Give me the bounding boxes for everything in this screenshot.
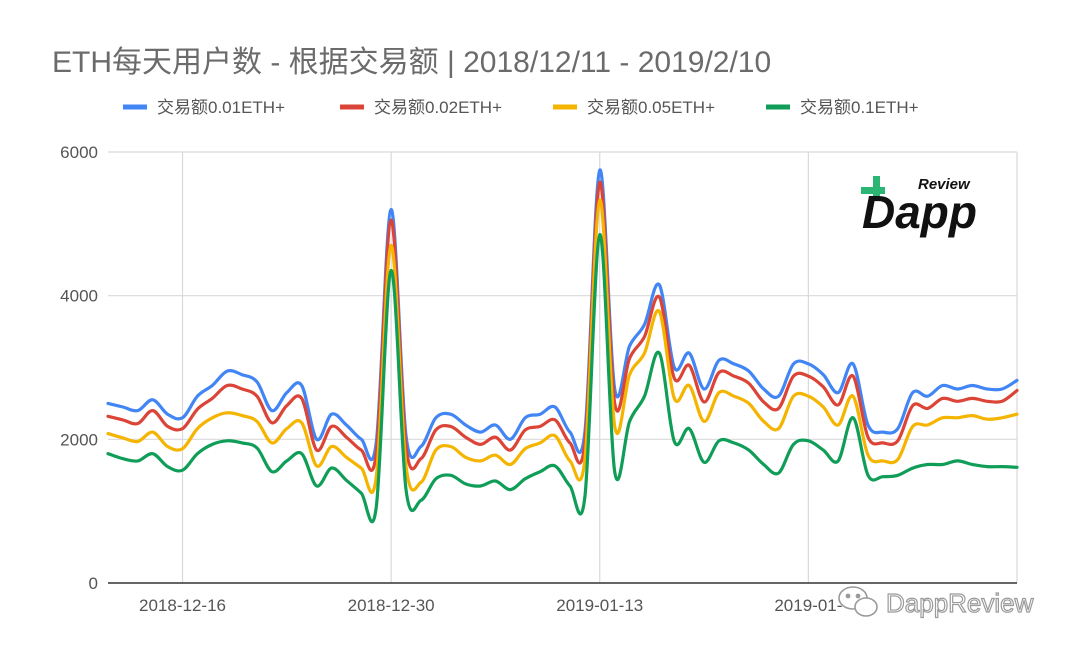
x-axis-ticks: 2018-12-16 2018-12-30 2019-01-13 2019-01- [139, 596, 842, 615]
series-line-1 [106, 180, 1019, 472]
x-tick-label: 2019-01-13 [556, 596, 643, 615]
y-tick-label: 0 [89, 574, 98, 593]
y-axis-ticks: 0 2000 4000 6000 [60, 143, 98, 593]
legend-label: 交易额0.05ETH+ [587, 98, 715, 117]
logo-accent-bar [873, 176, 880, 200]
legend-label: 交易额0.1ETH+ [800, 98, 919, 117]
legend-label: 交易额0.01ETH+ [157, 98, 285, 117]
logo-main-text: Dapp [862, 186, 977, 238]
x-tick-label: 2018-12-30 [348, 596, 435, 615]
logo-review-text: Review [918, 176, 971, 193]
grid [108, 151, 1018, 583]
dapp-review-logo: Review Dapp [861, 176, 977, 238]
y-tick-label: 4000 [60, 287, 98, 306]
series-lines [106, 168, 1019, 524]
wechat-icon [838, 586, 878, 617]
series-line-2 [106, 198, 1019, 494]
legend: 交易额0.01ETH+ 交易额0.02ETH+ 交易额0.05ETH+ 交易额0.1E… [123, 98, 919, 117]
chart-title: ETH每天用户数 - 根据交易额 | 2018/12/11 - 2019/2/1… [52, 46, 771, 79]
y-tick-label: 2000 [60, 430, 98, 449]
watermark-text: DappReview [886, 588, 1034, 618]
watermark: DappReview [838, 586, 1034, 619]
series-line-3 [106, 232, 1019, 524]
y-tick-label: 6000 [60, 143, 98, 162]
series-line-0 [106, 168, 1019, 462]
legend-label: 交易额0.02ETH+ [374, 98, 502, 117]
x-tick-label: 2019-01- [774, 596, 842, 615]
x-tick-label: 2018-12-16 [139, 596, 226, 615]
